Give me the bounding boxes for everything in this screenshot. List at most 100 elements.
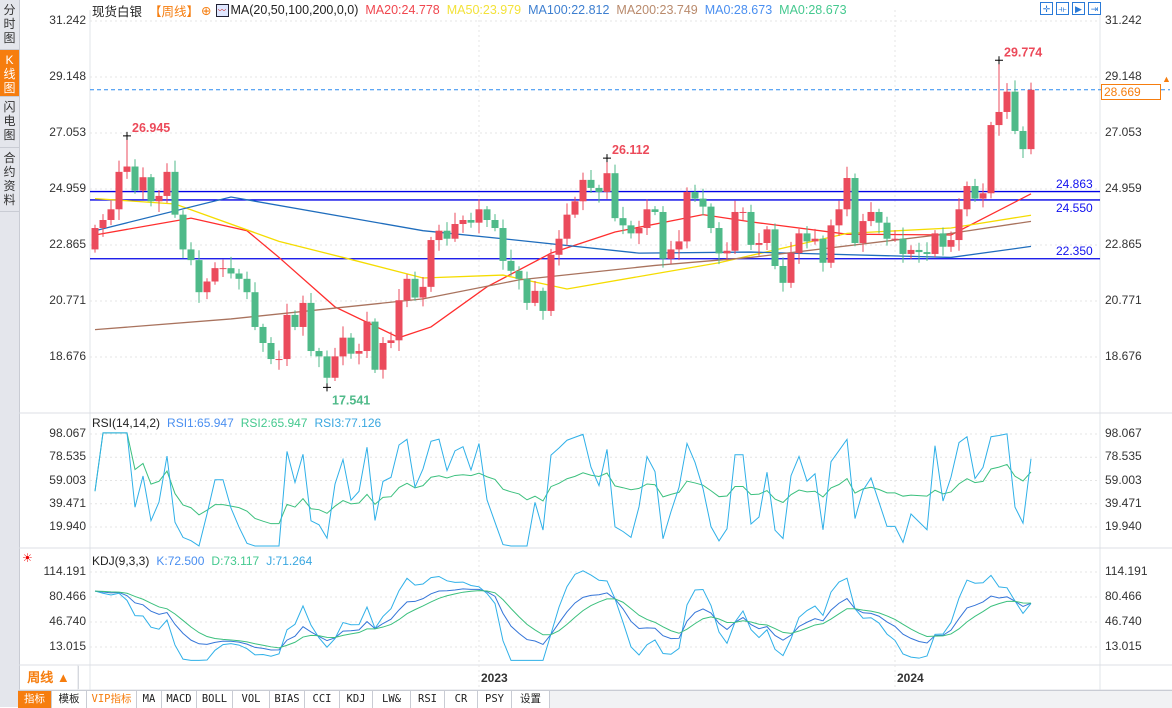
indicator-tab-cci[interactable]: CCI	[305, 691, 340, 708]
kdj-d-line	[94, 590, 1032, 649]
candle-down	[587, 179, 595, 188]
right-axis-tick: 29.148	[1105, 68, 1142, 83]
candle-down	[243, 278, 251, 293]
candle-down	[659, 211, 667, 259]
level-label: 22.350	[1056, 243, 1093, 258]
candle-down	[691, 191, 699, 199]
candle-up	[835, 209, 843, 226]
candle-down	[651, 209, 659, 212]
candle-up	[379, 343, 387, 370]
left-axis-tick: 39.471	[49, 495, 86, 510]
tab-timeshare[interactable]: 分时图	[0, 0, 19, 50]
left-axis-tick: 24.959	[49, 181, 86, 195]
period-selector[interactable]: 周线 ▲	[19, 666, 79, 689]
ma-line-ma100	[94, 196, 1032, 259]
indicator-tab-kdj[interactable]: KDJ	[340, 691, 373, 708]
candle-down	[707, 206, 715, 229]
right-axis-tick: 27.053	[1105, 125, 1142, 139]
candle-up	[331, 356, 339, 378]
candle-down	[851, 178, 859, 243]
rsi-legend: RSI(14,14,2) RSI1:65.947 RSI2:65.947 RSI3:7…	[92, 416, 388, 430]
candle-up	[955, 209, 963, 241]
candle-up	[891, 238, 899, 240]
left-axis-tick: 114.191	[43, 564, 87, 578]
indicator-tab-14[interactable]: 设置	[512, 691, 550, 708]
candle-down	[307, 302, 315, 352]
candle-up	[99, 219, 107, 229]
candle-down	[195, 260, 203, 293]
candle-down	[251, 292, 259, 327]
extreme-marker	[603, 154, 611, 163]
candle-down	[323, 356, 331, 378]
candle-up	[667, 249, 675, 259]
main-legend: 现货白银 【周线】 ⊕ 〰 MA(20,50,100,200,0,0) MA20…	[92, 2, 854, 19]
expand-up-icon[interactable]: ▲	[1162, 74, 1171, 84]
indicator-tab-psy[interactable]: PSY	[478, 691, 512, 708]
candle-up	[827, 225, 835, 263]
candle-up	[907, 249, 915, 254]
candle-up	[675, 241, 683, 250]
tab-flash-chart[interactable]: 闪电图	[0, 97, 19, 148]
indicator-settings-icon[interactable]: ☀	[22, 551, 33, 565]
legend-value: K:72.500	[156, 554, 205, 568]
candle-up	[1027, 89, 1035, 150]
goto-end-icon[interactable]: ⇥	[1088, 2, 1101, 15]
right-axis-tick: 13.015	[1105, 639, 1142, 653]
candle-up	[795, 233, 803, 254]
right-axis-tick: 31.242	[1105, 13, 1142, 27]
indicator-tab-vol[interactable]: VOL	[233, 691, 270, 708]
indicator-tab-0[interactable]: 指标	[18, 691, 52, 708]
chart-toolbar: ✛ ⟛ ▶ ⇥	[1040, 2, 1101, 15]
candle-down	[747, 211, 755, 245]
right-axis-tick: 20.771	[1105, 292, 1142, 307]
candle-up	[963, 186, 971, 210]
indicator-tab-lw[interactable]: LW&	[373, 691, 411, 708]
extreme-marker	[323, 383, 331, 392]
ma-settings-icon[interactable]: 〰	[215, 3, 229, 17]
crosshair-icon[interactable]: ✛	[1040, 2, 1053, 15]
candle-down	[291, 314, 299, 327]
indicator-tab-ma[interactable]: MA	[137, 691, 162, 708]
candle-down	[1019, 130, 1027, 150]
candle-up	[603, 173, 611, 192]
candle-up	[563, 214, 571, 239]
candle-up	[723, 250, 731, 254]
candle-down	[971, 186, 979, 199]
indicator-tab-macd[interactable]: MACD	[162, 691, 197, 708]
tab-kline[interactable]: K线图	[0, 50, 19, 97]
indicator-tab-bias[interactable]: BIAS	[270, 691, 305, 708]
candle-up	[931, 233, 939, 254]
ma-values: MA20:24.778 MA50:23.979 MA100:22.812 MA200:…	[365, 3, 853, 17]
right-axis-tick: 19.940	[1105, 519, 1142, 533]
tab-contract-info[interactable]: 合约资料	[0, 148, 19, 212]
right-axis-tick: 46.740	[1105, 614, 1142, 628]
candle-down	[315, 351, 323, 357]
play-icon[interactable]: ▶	[1072, 2, 1085, 15]
candle-up	[867, 211, 875, 222]
candle-down	[523, 278, 531, 303]
indicator-tab-boll[interactable]: BOLL	[197, 691, 233, 708]
candle-up	[979, 193, 987, 199]
extreme-label: 17.541	[332, 393, 370, 407]
indicator-tab-cr[interactable]: CR	[445, 691, 478, 708]
indicator-tab-vip[interactable]: VIP指标	[87, 691, 137, 708]
candle-down	[803, 233, 811, 242]
candle-up	[275, 359, 283, 361]
candle-down	[779, 265, 787, 283]
candle-down	[699, 198, 707, 207]
period-label: 【周线】	[149, 4, 200, 19]
candle-up	[763, 229, 771, 243]
candle-up	[683, 191, 691, 242]
candle-down	[627, 225, 635, 234]
candle-up	[555, 238, 563, 255]
zoom-range-icon[interactable]: ⟛	[1056, 2, 1069, 15]
candle-down	[915, 249, 923, 253]
candle-up	[435, 230, 443, 241]
indicator-tab-1[interactable]: 模板	[52, 691, 87, 708]
candle-down	[883, 222, 891, 239]
legend-value: MA200:23.749	[616, 3, 698, 17]
candle-down	[179, 214, 187, 250]
add-indicator-icon[interactable]: ⊕	[201, 3, 212, 18]
indicator-tab-rsi[interactable]: RSI	[411, 691, 445, 708]
